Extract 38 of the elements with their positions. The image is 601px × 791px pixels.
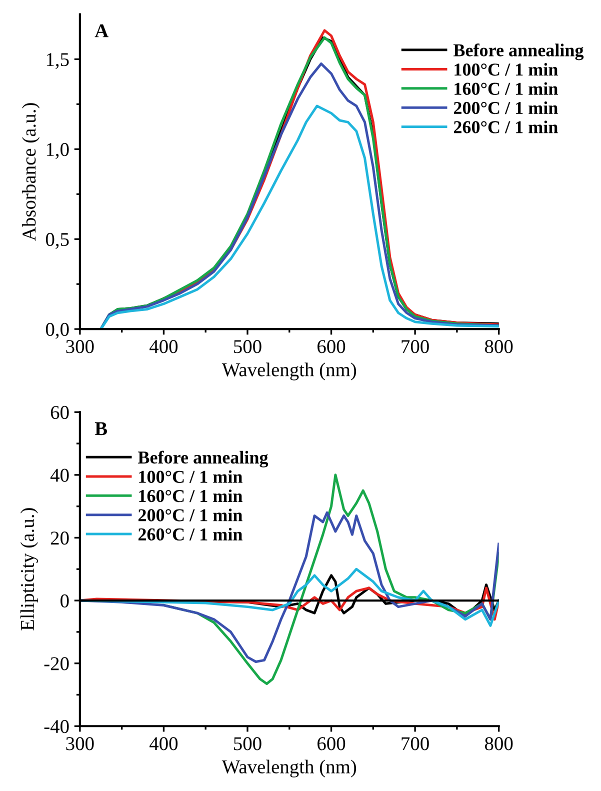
legend-label: 100°C / 1 min bbox=[454, 63, 558, 76]
x-axis-title: Wavelength (nm) bbox=[222, 760, 356, 778]
legend-label: 160°C / 1 min bbox=[139, 489, 242, 502]
x-tick-label: 500 bbox=[234, 737, 262, 750]
legend-label: 200°C / 1 min bbox=[138, 508, 242, 522]
y-tick-label: 60 bbox=[50, 406, 69, 420]
x-tick-label: 300 bbox=[66, 737, 94, 750]
x-tick-label: 400 bbox=[150, 737, 178, 750]
x-axis-title: Wavelength (nm) bbox=[222, 362, 356, 380]
y-tick-label: 0,0 bbox=[46, 322, 69, 339]
annotation: B bbox=[94, 422, 108, 436]
legend-label: 260°C / 1 min bbox=[138, 528, 242, 541]
y-tick-label: 1,5 bbox=[46, 53, 69, 69]
x-tick-label: 700 bbox=[402, 340, 429, 354]
x-tick-label: 600 bbox=[318, 737, 346, 750]
y-tick-label: -40 bbox=[44, 720, 69, 734]
annotation: A bbox=[94, 24, 108, 38]
y-tick-label: 0,5 bbox=[46, 232, 69, 249]
y-tick-label: -20 bbox=[44, 657, 69, 670]
legend-label: 160°C / 1 min bbox=[454, 82, 558, 95]
x-tick-label: 300 bbox=[66, 340, 94, 354]
y-axis-title: Ellipticity (a.u.) bbox=[20, 508, 38, 630]
y-tick-label: 40 bbox=[50, 468, 69, 482]
legend-label: 260°C / 1 min bbox=[454, 120, 558, 134]
x-tick-label: 700 bbox=[402, 737, 429, 750]
x-tick-label: 800 bbox=[484, 737, 513, 750]
x-tick-label: 800 bbox=[484, 340, 513, 354]
y-tick-label: 0 bbox=[60, 594, 69, 608]
y-axis-title: Absorbance (a.u.) bbox=[22, 103, 40, 241]
x-tick-label: 500 bbox=[234, 340, 262, 354]
legend-label: 200°C / 1 min bbox=[454, 101, 558, 114]
legend-label: 100°C / 1 min bbox=[139, 470, 242, 483]
x-tick-label: 600 bbox=[318, 340, 346, 354]
y-tick-label: 20 bbox=[50, 532, 69, 545]
x-tick-label: 400 bbox=[150, 340, 178, 354]
legend-label: Before annealing bbox=[453, 43, 584, 60]
y-tick-label: 1,0 bbox=[46, 142, 69, 159]
legend-label: Before annealing bbox=[138, 450, 268, 468]
